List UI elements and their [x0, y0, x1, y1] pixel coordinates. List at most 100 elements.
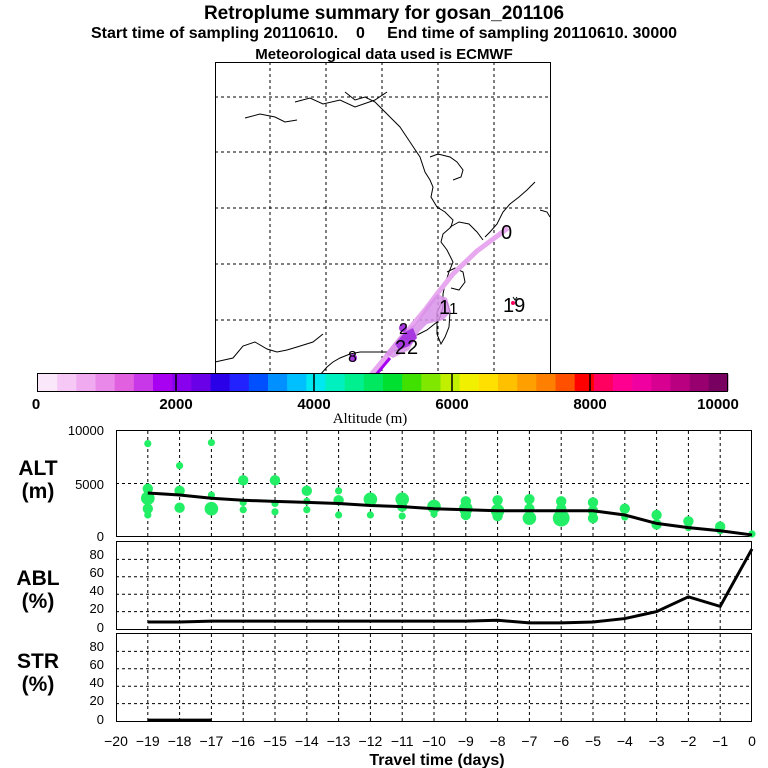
plume-blob — [349, 354, 357, 362]
cluster-point — [683, 516, 694, 527]
panel-labels: ALT (m) ABL (%) STR (%) — [16, 457, 59, 696]
x-tick-label: −3 — [649, 733, 665, 749]
cluster-point — [492, 495, 503, 506]
day-label-2c: 2 — [407, 337, 418, 359]
abl-ytick: 40 — [90, 583, 104, 598]
day-label-2b: 2 — [395, 337, 406, 359]
cluster-point — [619, 503, 630, 514]
colorbar-cell — [383, 374, 403, 391]
str-panel-frame — [116, 633, 752, 722]
colorbar-cell — [191, 374, 211, 391]
cluster-point — [335, 511, 343, 519]
cluster-point — [556, 496, 567, 507]
colorbar-cell — [689, 374, 710, 391]
abl-panel-frame — [116, 541, 752, 630]
alt-cluster-points — [141, 438, 756, 538]
cluster-point — [398, 512, 406, 520]
main-title: Retroplume summary for gosan_201106 — [203, 3, 565, 24]
cluster-point — [430, 510, 438, 518]
colorbar-label: Altitude (m) — [333, 411, 408, 427]
x-tick-label: −1 — [712, 733, 728, 749]
cluster-point — [366, 511, 374, 519]
cluster-point — [269, 475, 281, 486]
x-tick-label: −20 — [104, 733, 128, 749]
cluster-point — [460, 509, 471, 521]
cluster-point — [335, 487, 343, 495]
colorbar-cell — [229, 374, 250, 391]
cluster-point — [238, 475, 249, 486]
plume-trajectory — [349, 225, 515, 376]
colorbar-cell — [670, 374, 690, 391]
cb-tick-3: 6000 — [435, 396, 468, 413]
cb-tick-1: 2000 — [159, 396, 192, 413]
timeseries-panels: 10000 5000 0 80 60 40 20 0 80 60 40 20 0… — [16, 425, 756, 768]
plume-core — [395, 328, 417, 350]
x-tick-label: −4 — [617, 733, 633, 749]
alt-ytick: 10000 — [68, 425, 104, 438]
colorbar-cell — [459, 374, 480, 391]
cluster-point — [207, 438, 215, 447]
colorbar-cell — [325, 374, 345, 391]
x-tick-labels: −20 −19 −18 −17 −16 −15 −14 −13 −12 −11 −10 −9 −8 −7−… — [104, 733, 756, 749]
colorbar-cell — [344, 374, 365, 391]
colorbar-cell — [478, 374, 499, 391]
x-tick-label: −6 — [553, 733, 569, 749]
colorbar-cell — [421, 374, 441, 391]
cluster-point — [141, 491, 155, 505]
x-tick-label: −18 — [168, 733, 192, 749]
cluster-point — [587, 512, 599, 524]
day-label-2a: 2 — [399, 321, 408, 338]
str-ytick: 20 — [90, 693, 104, 708]
x-tick-label: −17 — [200, 733, 224, 749]
abl-ytick: 0 — [97, 620, 104, 635]
colorbar: 0 2000 4000 6000 8000 10000 Altitude (m) — [32, 373, 739, 427]
coastlines — [215, 91, 551, 376]
alt-panel-label: ALT — [18, 457, 57, 480]
day-label-1b: 1 — [449, 301, 458, 318]
colorbar-cell — [248, 374, 269, 391]
str-panel-label: STR — [17, 650, 59, 673]
colorbar-cell — [172, 374, 192, 391]
colorbar-cell — [536, 374, 556, 391]
colorbar-frame — [37, 373, 728, 392]
abl-ytick: 80 — [90, 547, 104, 562]
cluster-point — [587, 497, 599, 508]
colorbar-cell — [268, 374, 288, 391]
colorbar-cell — [555, 374, 575, 391]
x-tick-label: −12 — [359, 733, 383, 749]
str-ytick: 40 — [90, 675, 104, 690]
x-tick-label: −11 — [391, 733, 414, 749]
cluster-point — [176, 462, 184, 470]
cluster-point — [271, 508, 279, 516]
cluster-point — [174, 502, 185, 513]
str-ytick: 0 — [97, 712, 104, 727]
cluster-point — [395, 492, 410, 507]
x-axis-label: Travel time (days) — [369, 752, 504, 768]
colorbar-cell — [708, 374, 729, 391]
day-label-0: 0 — [501, 222, 512, 244]
map-gridlines — [215, 62, 551, 376]
cluster-point — [552, 509, 570, 527]
str-panel-unit: (%) — [22, 673, 55, 696]
colorbar-cell — [38, 374, 58, 391]
abl-ytick: 60 — [90, 565, 104, 580]
map-panel: 0 1 1 19 2 2 2 8 — [215, 62, 551, 376]
colorbar-cell — [153, 374, 173, 391]
cluster-point — [524, 494, 535, 505]
alt-series-line — [147, 491, 753, 537]
colorbar-cell — [57, 374, 77, 391]
alt-ytick: 0 — [97, 529, 104, 544]
colorbar-cell — [306, 374, 326, 391]
colorbar-cells — [38, 374, 729, 391]
cluster-point — [142, 503, 153, 514]
map-frame — [215, 62, 551, 376]
colorbar-cell — [402, 374, 422, 391]
day-label-19: 19 — [503, 295, 525, 317]
abl-series-line — [147, 548, 754, 625]
colorbar-cell — [95, 374, 115, 391]
sampling-title: Start time of sampling 20110610. 0 End t… — [90, 25, 678, 42]
x-tick-label: −15 — [263, 733, 287, 749]
cluster-point — [492, 510, 503, 522]
colorbar-cell — [574, 374, 595, 391]
abl-ytick-labels: 80 60 40 20 0 — [90, 547, 104, 635]
